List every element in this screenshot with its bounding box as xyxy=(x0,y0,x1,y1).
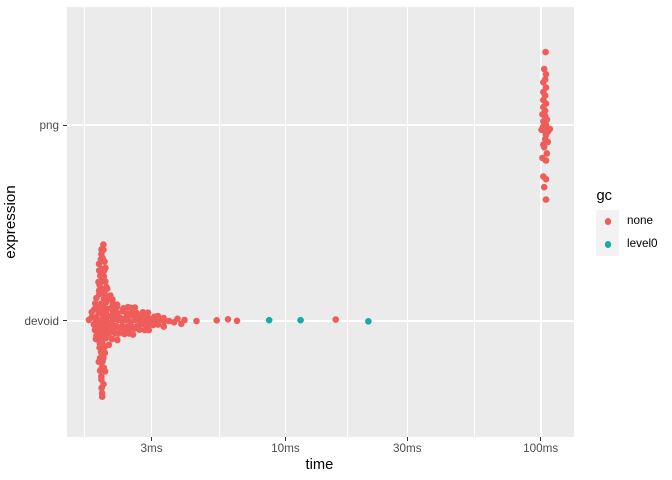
svg-text:expression: expression xyxy=(2,185,19,258)
